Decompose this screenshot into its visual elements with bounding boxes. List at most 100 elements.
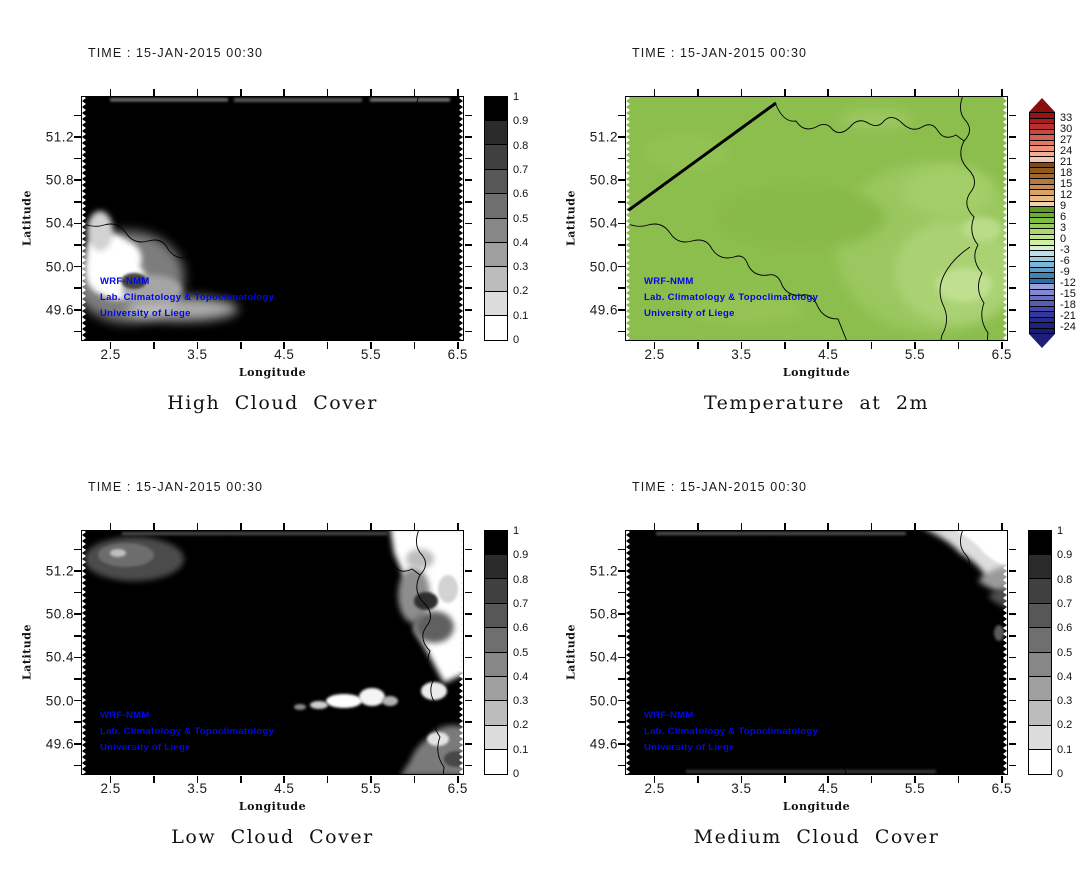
x-tick-label: 2.5 xyxy=(644,347,665,362)
colorbar-tick-label: 9 xyxy=(1060,199,1067,212)
colorbar-segment xyxy=(485,651,507,676)
y-tick-label: 50.4 xyxy=(45,215,74,231)
colorbar-segment xyxy=(1030,145,1054,151)
colorbar-tick-label: 15 xyxy=(1060,177,1073,190)
watermark-line: WRF-NMM xyxy=(644,710,694,721)
x-axis-tick xyxy=(957,775,960,783)
x-axis-tick xyxy=(697,88,699,96)
y-axis-tick xyxy=(464,678,472,680)
x-axis-tick xyxy=(457,522,459,530)
x-axis-tick xyxy=(1001,341,1003,349)
y-axis-tick xyxy=(1008,179,1016,181)
colorbar-segment xyxy=(485,675,507,701)
y-tick-label: 49.6 xyxy=(589,736,618,752)
y-axis-tick xyxy=(73,201,81,203)
colorbar-segment xyxy=(1030,250,1054,256)
y-tick-label: 49.6 xyxy=(45,736,74,752)
x-tick-label: 3.5 xyxy=(187,781,208,796)
colorbar-segment xyxy=(1030,123,1054,129)
colorbar-tick-label: 0.3 xyxy=(1057,695,1073,708)
y-axis-tick xyxy=(73,179,81,181)
x-axis-tick xyxy=(784,522,786,530)
panel-high-cloud-cover: TIME : 15-JAN-2015 00:30 Latitude WRF-NM… xyxy=(0,0,543,435)
y-axis-tick xyxy=(73,222,81,225)
x-axis-tick xyxy=(413,88,416,96)
y-axis-tick xyxy=(73,287,81,289)
y-axis-tick xyxy=(73,244,81,246)
domain-edge-right xyxy=(458,530,463,774)
colorbar-tick-label: 12 xyxy=(1060,188,1073,201)
colorbar-segment xyxy=(1030,255,1054,262)
map-medium-cloud-cover xyxy=(624,529,1008,775)
x-tick-label: 3.5 xyxy=(731,347,752,362)
colorbar-tick-label: 0.1 xyxy=(513,743,529,756)
y-axis-tick xyxy=(464,222,472,225)
x-axis-tick xyxy=(326,341,329,349)
y-axis-tick xyxy=(464,764,472,767)
colorbar-tick-label: -9 xyxy=(1060,265,1070,278)
colorbar-tick-label: 1 xyxy=(513,91,520,103)
x-axis-tick xyxy=(827,522,829,530)
colorbar-segment xyxy=(1030,300,1054,306)
x-axis-tick xyxy=(784,88,786,96)
y-axis-tick xyxy=(73,157,81,160)
colorbar-tick-label: 33 xyxy=(1060,111,1073,124)
y-axis-tick xyxy=(1008,201,1016,203)
colorbar-tick-label: 27 xyxy=(1060,133,1073,146)
y-axis-tick xyxy=(617,678,625,680)
x-tick-label: 5.5 xyxy=(904,347,926,362)
y-axis-tick xyxy=(1008,699,1016,702)
colorbar-tick-label: 0.9 xyxy=(513,115,529,128)
colorbar-segment xyxy=(485,119,507,145)
map-canvas xyxy=(625,530,1007,774)
x-axis-tick xyxy=(283,522,285,530)
colorbar-segment xyxy=(1030,266,1054,273)
y-axis-tick xyxy=(464,136,472,138)
colorbar-segment xyxy=(1030,222,1054,229)
colorbar-tick-label: 0.4 xyxy=(513,670,529,683)
map-temperature-2m xyxy=(624,95,1008,341)
colorbar-segment xyxy=(1029,749,1051,774)
colorbar-tick-label: 1 xyxy=(513,525,520,537)
x-axis-tick xyxy=(957,522,960,530)
watermark-line: University of Liege xyxy=(100,742,191,753)
y-axis-tick xyxy=(73,613,81,615)
x-axis-tick xyxy=(196,88,199,96)
x-axis-tick xyxy=(740,775,743,783)
colorbar-segment xyxy=(1029,553,1051,579)
watermark-line: WRF-NMM xyxy=(100,276,150,287)
x-axis-tick xyxy=(784,341,786,349)
x-axis-tick xyxy=(326,88,329,96)
panel-title: Medium Cloud Cover xyxy=(693,826,940,848)
colorbar-segment xyxy=(1030,327,1054,334)
colorbar-segment xyxy=(1029,700,1051,725)
time-label: TIME : 15-JAN-2015 00:30 xyxy=(632,480,808,494)
y-axis-tick xyxy=(1008,764,1016,767)
colorbar-tick-label: -3 xyxy=(1060,243,1070,256)
x-axis-tick xyxy=(413,522,416,530)
colorbar-segment xyxy=(1030,134,1054,140)
x-axis-tick xyxy=(914,522,916,530)
y-tick-label: 50.4 xyxy=(589,215,618,231)
x-axis-tick xyxy=(240,88,242,96)
x-tick-label: 5.5 xyxy=(360,781,382,796)
x-axis-title: Longitude xyxy=(238,366,307,379)
watermark: WRF-NMM Lab. Climatology & Topoclimatolo… xyxy=(100,708,274,756)
colorbar-tick-label: 0.5 xyxy=(1057,646,1073,659)
x-axis-tick xyxy=(827,88,829,96)
y-axis-tick xyxy=(1008,157,1016,160)
y-tick-label: 51.2 xyxy=(589,563,618,579)
country-borders xyxy=(625,530,988,774)
y-axis-tick xyxy=(73,721,81,723)
domain-edge-right xyxy=(1002,530,1007,774)
y-tick-label: 50.0 xyxy=(45,693,74,709)
y-axis-tick xyxy=(464,613,472,615)
colorbar-cloud xyxy=(484,95,508,341)
colorbar-segment xyxy=(485,700,507,725)
x-axis-tick xyxy=(1001,522,1003,530)
coastline xyxy=(81,535,233,648)
y-axis-tick xyxy=(73,309,81,311)
y-tick-label: 50.8 xyxy=(589,172,618,188)
colorbar-segment xyxy=(1029,675,1051,701)
